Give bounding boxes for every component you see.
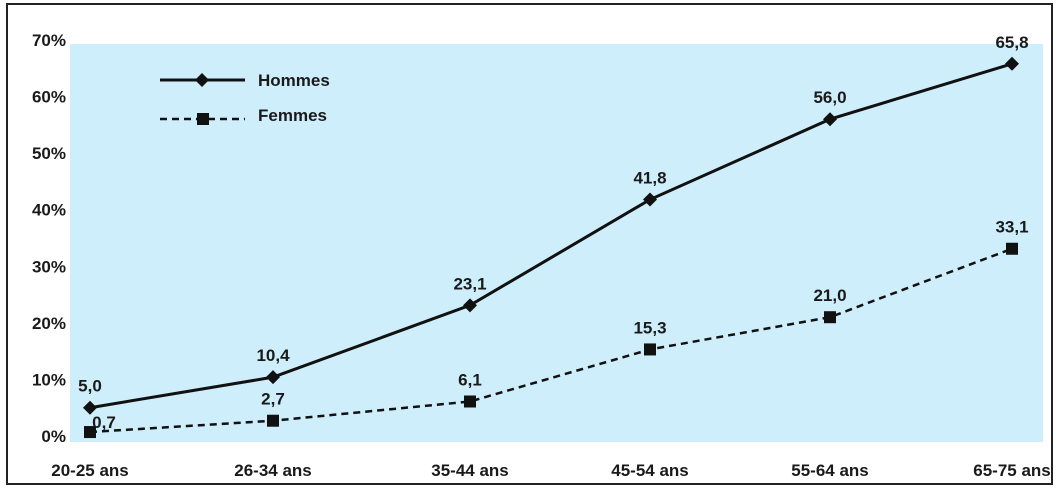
data-point-hommes	[1005, 56, 1019, 71]
legend-marker-hommes	[195, 73, 209, 87]
legend-label-hommes: Hommes	[258, 71, 330, 90]
data-point-femmes	[824, 311, 836, 324]
data-point-femmes	[644, 343, 656, 356]
legend-marker-femmes	[197, 113, 209, 125]
data-label-hommes: 23,1	[453, 274, 486, 293]
data-label-femmes: 21,0	[813, 286, 846, 305]
y-tick-label: 60%	[32, 88, 66, 107]
series-line-femmes	[89, 247, 1013, 434]
data-point-femmes	[84, 426, 96, 439]
legend-label-femmes: Femmes	[258, 106, 327, 125]
x-tick-label: 65-75 ans	[973, 461, 1051, 480]
data-label-femmes: 33,1	[995, 218, 1028, 237]
data-label-femmes: 2,7	[261, 390, 285, 409]
y-tick-label: 0%	[41, 427, 66, 446]
y-tick-label: 20%	[32, 314, 66, 333]
y-tick-label: 50%	[32, 144, 66, 163]
data-label-femmes: 0,7	[92, 413, 116, 432]
data-label-femmes: 6,1	[458, 370, 482, 389]
x-tick-label: 55-64 ans	[791, 461, 869, 480]
y-tick-label: 30%	[32, 257, 66, 276]
data-label-hommes: 5,0	[78, 377, 102, 396]
plot-background	[70, 44, 1043, 442]
data-point-hommes	[823, 112, 837, 127]
legend: Hommes Femmes	[160, 71, 330, 125]
y-tick-label: 10%	[32, 370, 66, 389]
y-tick-label: 70%	[32, 31, 66, 50]
data-label-hommes: 56,0	[813, 88, 846, 107]
data-label-femmes: 15,3	[633, 318, 666, 337]
data-point-hommes	[463, 298, 477, 313]
data-label-hommes: 41,8	[633, 169, 666, 188]
data-point-hommes	[266, 370, 280, 385]
data-point-hommes	[643, 192, 657, 207]
x-tick-label: 26-34 ans	[234, 461, 312, 480]
x-tick-label: 20-25 ans	[51, 461, 129, 480]
x-tick-label: 35-44 ans	[431, 461, 509, 480]
y-axis-ticks: 0% 10% 20% 30% 40% 50% 60% 70%	[32, 31, 66, 446]
x-tick-label: 45-54 ans	[611, 461, 689, 480]
y-tick-label: 40%	[32, 201, 66, 220]
data-point-femmes	[1006, 242, 1018, 255]
data-label-hommes: 10,4	[256, 346, 290, 365]
data-label-hommes: 65,8	[995, 33, 1028, 52]
series-line-hommes	[89, 62, 1013, 410]
data-point-hommes	[83, 400, 97, 415]
x-axis-ticks: 20-25 ans 26-34 ans 35-44 ans 45-54 ans 55-6…	[51, 461, 1051, 480]
data-point-femmes	[464, 395, 476, 408]
data-point-femmes	[267, 414, 279, 427]
series-layer: 5,0 10,4 23,1 41,8 56,0 65,8 0,7 2,7 6,1 15,3 21,0…	[78, 33, 1029, 439]
